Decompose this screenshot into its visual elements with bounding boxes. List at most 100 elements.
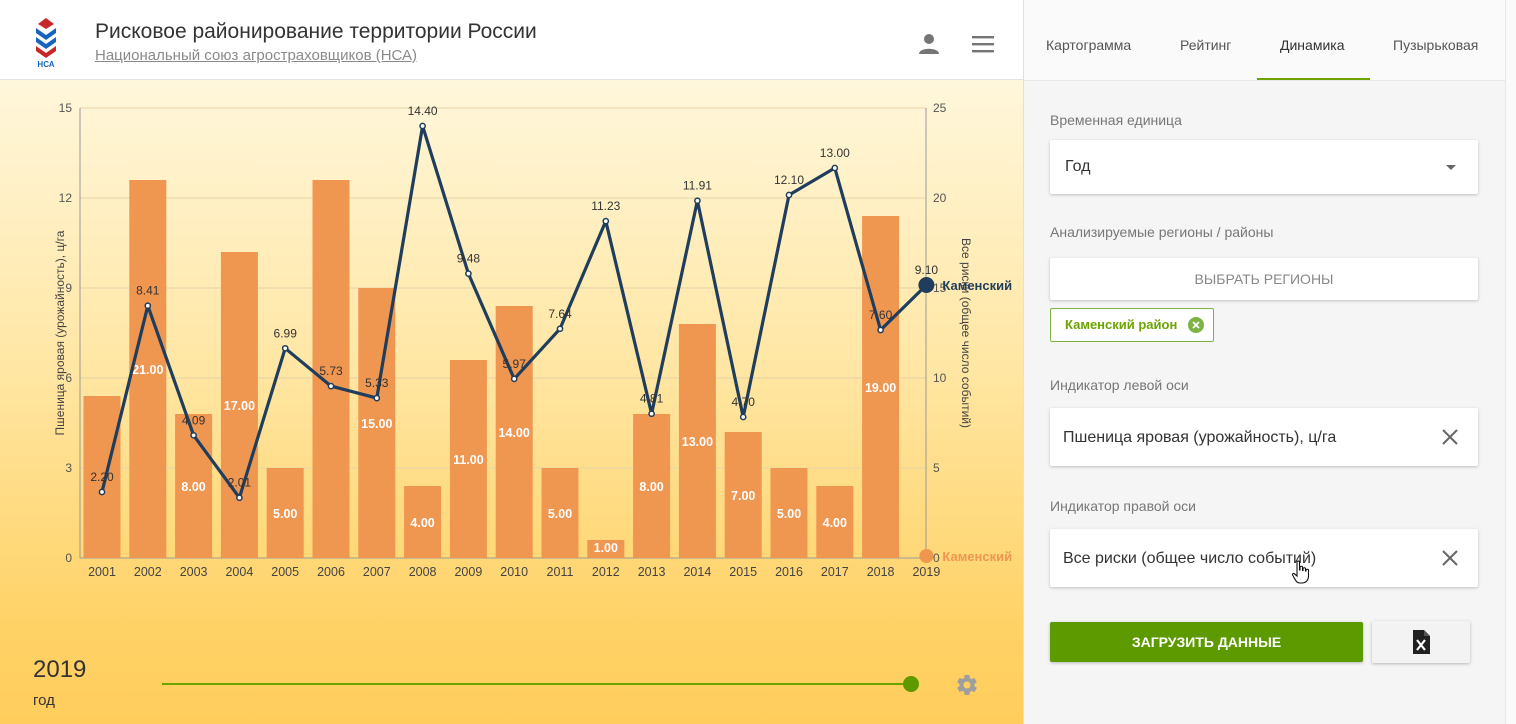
tab-dynamics[interactable]: Динамика <box>1280 37 1345 53</box>
app-subtitle-link[interactable]: Национальный союз агростраховщиков (НСА) <box>95 47 418 64</box>
line-point <box>694 197 701 205</box>
right-indicator-field[interactable]: Все риски (общее число событий) <box>1050 529 1478 587</box>
bar-series-end-label: Каменский <box>942 549 1012 564</box>
line-value-label: 11.23 <box>591 199 620 213</box>
bar <box>862 216 900 558</box>
line-value-label: 5.73 <box>319 364 343 378</box>
region-chip-label: Каменский район <box>1065 317 1178 332</box>
bar <box>816 486 854 558</box>
remove-circle-icon[interactable] <box>1188 317 1205 333</box>
right-axis-tick-label: 0 <box>933 551 940 565</box>
x-axis-tick-label: 2016 <box>775 565 803 579</box>
line-value-label: 7.60 <box>869 308 893 322</box>
time-unit-label: Временная единица <box>1050 112 1182 128</box>
bar-series-end-marker <box>919 549 934 563</box>
right-axis-title: Все риски (общее число событий) <box>959 238 973 428</box>
select-regions-button[interactable]: ВЫБРАТЬ РЕГИОНЫ <box>1050 258 1478 300</box>
x-axis-tick-label: 2011 <box>547 565 574 579</box>
line-point <box>510 375 518 383</box>
hand-cursor-icon <box>1292 560 1310 584</box>
line-point <box>739 413 747 421</box>
bar-value-label: 8.00 <box>639 480 663 494</box>
bar-value-label: 19.00 <box>865 381 896 395</box>
x-axis-tick-label: 2015 <box>729 565 757 579</box>
timeline-slider-thumb[interactable] <box>903 676 919 692</box>
view-tabs: Картограмма Рейтинг Динамика Пузырьковая <box>1024 0 1506 81</box>
x-axis-tick-label: 2008 <box>409 565 437 579</box>
left-axis-tick-label: 9 <box>65 281 72 295</box>
right-axis-tick-label: 10 <box>933 371 947 385</box>
bar <box>633 414 671 558</box>
line-value-label: 2.01 <box>228 476 252 490</box>
line-value-label: 11.91 <box>683 179 712 193</box>
x-axis-tick-label: 2005 <box>271 565 299 579</box>
line-value-label: 6.99 <box>274 326 298 340</box>
left-indicator-field[interactable]: Пшеница яровая (урожайность), ц/га <box>1050 408 1478 466</box>
bar <box>83 396 121 558</box>
tab-cartogram[interactable]: Картограмма <box>1046 37 1132 53</box>
right-axis-tick-label: 15 <box>933 281 947 295</box>
time-unit-select[interactable]: Год <box>1050 140 1478 194</box>
tab-bubble[interactable]: Пузырьковая <box>1393 37 1479 53</box>
right-indicator-value: Все риски (общее число событий) <box>1063 550 1317 567</box>
x-axis-tick-label: 2009 <box>454 565 482 579</box>
regions-label: Анализируемые регионы / районы <box>1050 224 1274 240</box>
excel-file-icon <box>1413 630 1430 654</box>
line-point <box>236 494 243 502</box>
left-axis-title: Пшеница яровая (урожайность), ц/га <box>53 230 67 435</box>
export-excel-button[interactable] <box>1372 621 1470 663</box>
x-axis-tick-label: 2017 <box>821 565 849 579</box>
panel-scrollbar[interactable] <box>1505 0 1516 724</box>
line-point <box>98 488 106 496</box>
line-point <box>877 326 884 334</box>
load-data-button[interactable]: ЗАГРУЗИТЬ ДАННЫЕ <box>1050 622 1363 662</box>
bar <box>266 468 304 558</box>
x-axis-tick-label: 2019 <box>912 565 940 579</box>
bar-value-label: 5.00 <box>777 507 801 521</box>
bar-value-label: 1.00 <box>594 541 618 555</box>
line-value-label: 7.64 <box>548 307 572 321</box>
line-value-label: 13.00 <box>820 146 850 160</box>
right-axis-tick-label: 5 <box>933 461 940 475</box>
bar <box>404 486 442 558</box>
x-axis-tick-label: 2007 <box>363 565 391 579</box>
close-icon[interactable] <box>1440 427 1460 447</box>
right-indicator-label: Индикатор правой оси <box>1050 498 1196 514</box>
gear-icon[interactable] <box>955 673 979 697</box>
bar-value-label: 7.00 <box>731 489 755 503</box>
dynamics-chart: 0 3 6 9 12 15 0 5 10 15 20 25 Пшеница яровая (урожай… <box>53 101 1012 579</box>
x-axis-tick-label: 2010 <box>500 565 528 579</box>
line-point <box>602 217 610 225</box>
x-axis-tick-label: 2014 <box>683 565 711 579</box>
line-point <box>785 191 793 199</box>
line-point <box>648 410 655 418</box>
bar <box>129 180 167 558</box>
timeline-slider-track[interactable] <box>162 683 912 685</box>
bar <box>724 432 762 558</box>
line-point <box>419 122 426 130</box>
right-axis-tick-label: 20 <box>933 191 947 205</box>
user-icon[interactable] <box>915 30 943 58</box>
bar-value-label: 4.00 <box>823 516 847 530</box>
bar <box>770 468 808 558</box>
line-point <box>465 270 472 277</box>
line-point <box>144 302 152 310</box>
left-indicator-value: Пшеница яровая (урожайность), ц/га <box>1063 429 1337 446</box>
line-value-label: 5.97 <box>503 357 527 371</box>
left-axis-tick-label: 12 <box>59 191 73 205</box>
line-value-label: 2.20 <box>90 470 114 484</box>
left-axis-tick-label: 3 <box>65 461 72 475</box>
x-axis-tick-label: 2001 <box>88 565 116 579</box>
left-axis-tick-label: 0 <box>65 551 72 565</box>
line-value-label: 12.10 <box>774 173 804 187</box>
line-point <box>918 277 935 293</box>
bar <box>220 252 258 558</box>
bar-value-label: 4.00 <box>410 516 434 530</box>
bar-value-label: 15.00 <box>361 417 392 431</box>
close-icon[interactable] <box>1440 548 1460 568</box>
left-axis-tick-label: 15 <box>59 101 73 115</box>
hamburger-menu-icon[interactable] <box>969 30 997 58</box>
timeline-unit: год <box>33 692 55 709</box>
tab-rating[interactable]: Рейтинг <box>1180 37 1232 53</box>
line-value-label: 4.81 <box>640 392 664 406</box>
